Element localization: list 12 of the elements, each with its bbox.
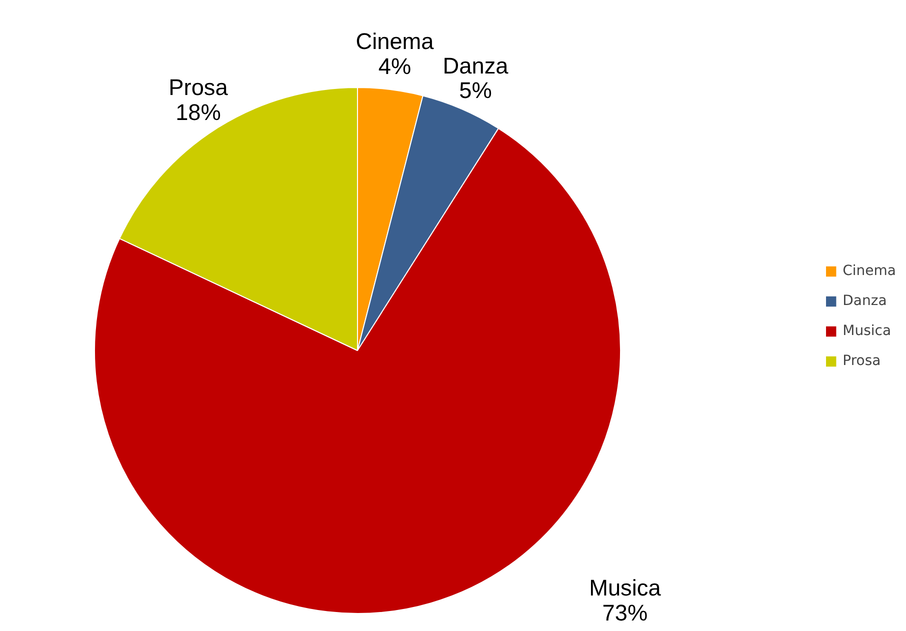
data-label: 18% <box>176 99 221 126</box>
data-label: 4% <box>378 52 412 79</box>
legend-label: Cinema <box>842 262 896 278</box>
slice-label: Cinema <box>356 28 434 54</box>
legend-label: Prosa <box>842 352 881 368</box>
legend-label: Musica <box>842 322 892 338</box>
data-label: 5% <box>459 77 492 104</box>
slice-label: Musica <box>589 574 662 600</box>
data-label: 73% <box>602 599 648 626</box>
legend-label: Danza <box>842 292 887 308</box>
slice-label: Prosa <box>168 74 228 100</box>
slice-label: Danza <box>442 52 509 78</box>
